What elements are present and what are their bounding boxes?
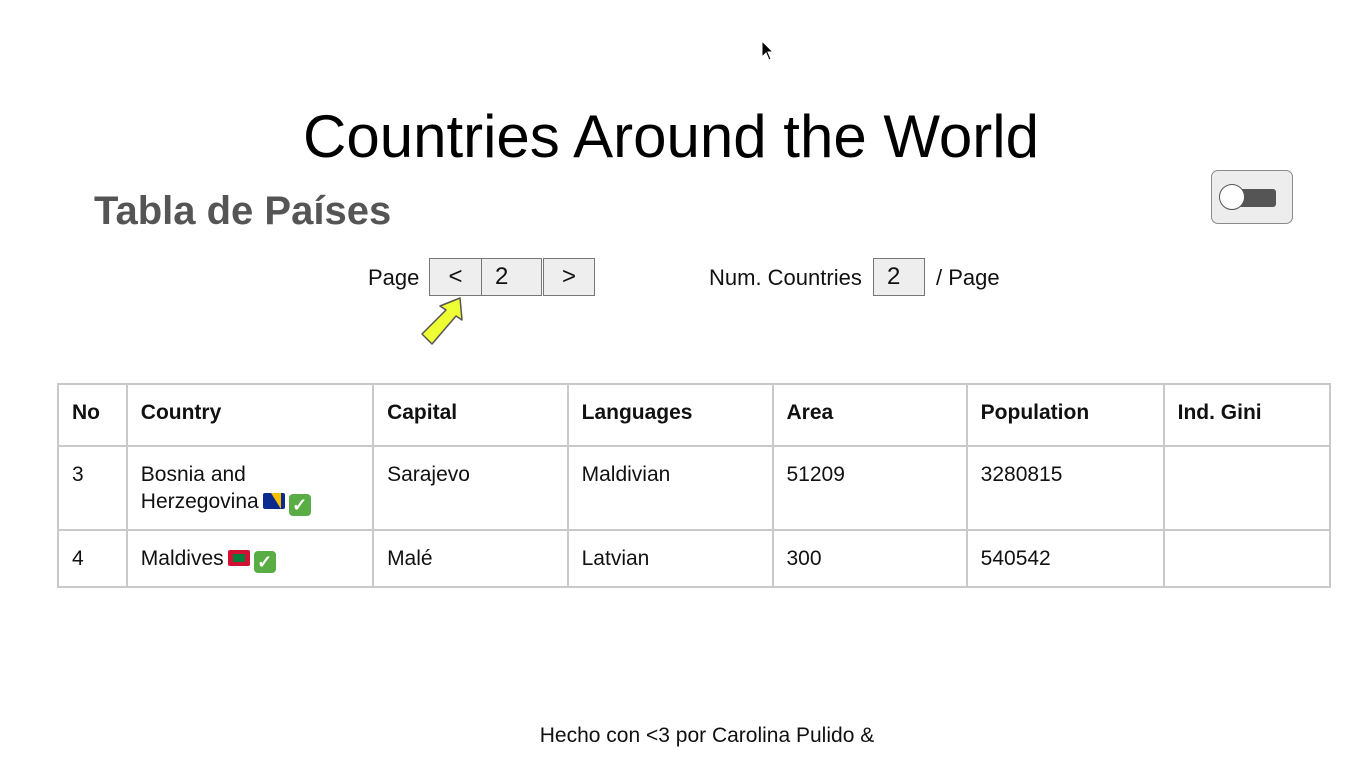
header-gini: Ind. Gini	[1162, 383, 1332, 447]
theme-toggle[interactable]	[1211, 170, 1293, 224]
cell-gini	[1162, 445, 1332, 531]
country-name: Maldives	[140, 547, 224, 570]
next-page-button[interactable]: >	[543, 258, 595, 296]
num-countries-input[interactable]: 2	[873, 258, 925, 296]
toggle-knob	[1219, 184, 1245, 210]
num-countries-label: Num. Countries	[709, 265, 862, 290]
cell-area: 300	[771, 529, 968, 588]
countries-table: No Country Capital Languages Area Popula…	[57, 383, 1332, 588]
page-label: Page	[368, 265, 420, 290]
cell-capital: Sarajevo	[372, 445, 569, 531]
check-mark-icon: ✓	[253, 551, 276, 573]
mouse-cursor-icon	[761, 40, 775, 61]
cell-population: 3280815	[965, 445, 1165, 531]
header-languages: Languages	[566, 383, 774, 447]
cell-no: 3	[57, 445, 128, 531]
header-capital: Capital	[372, 383, 569, 447]
cell-country: Maldives ✓	[125, 529, 375, 588]
cell-area: 51209	[771, 445, 968, 531]
cell-no: 4	[57, 529, 128, 588]
header-country: Country	[125, 383, 375, 447]
per-page-label: / Page	[936, 265, 1000, 290]
table-row: 4 Maldives ✓ Malé Latvian 300 540542	[57, 529, 1332, 588]
header-area: Area	[771, 383, 968, 447]
header-no: No	[57, 383, 128, 447]
cell-languages: Maldivian	[566, 445, 774, 531]
cell-capital: Malé	[372, 529, 569, 588]
country-name: Bosnia and Herzegovina	[140, 463, 259, 513]
table-row: 3 Bosnia and Herzegovina ✓ Sarajevo Maldi…	[57, 445, 1332, 531]
page-number-input[interactable]: 2	[481, 258, 542, 296]
maldives-flag-icon	[227, 550, 250, 566]
bosnia-flag-icon	[262, 493, 285, 509]
cell-population: 540542	[965, 529, 1165, 588]
cell-gini	[1162, 529, 1332, 588]
page-title: Countries Around the World	[303, 103, 1039, 170]
check-mark-icon: ✓	[288, 494, 311, 516]
header-population: Population	[965, 383, 1165, 447]
annotation-arrow-icon	[421, 297, 463, 345]
cell-country: Bosnia and Herzegovina ✓	[125, 445, 375, 531]
previous-page-button[interactable]: <	[429, 258, 482, 296]
table-subtitle: Tabla de Países	[94, 189, 392, 233]
footer-credit: Hecho con <3 por Carolina Pulido &	[539, 724, 875, 747]
cell-languages: Latvian	[566, 529, 774, 588]
table-header-row: No Country Capital Languages Area Popula…	[57, 383, 1332, 447]
